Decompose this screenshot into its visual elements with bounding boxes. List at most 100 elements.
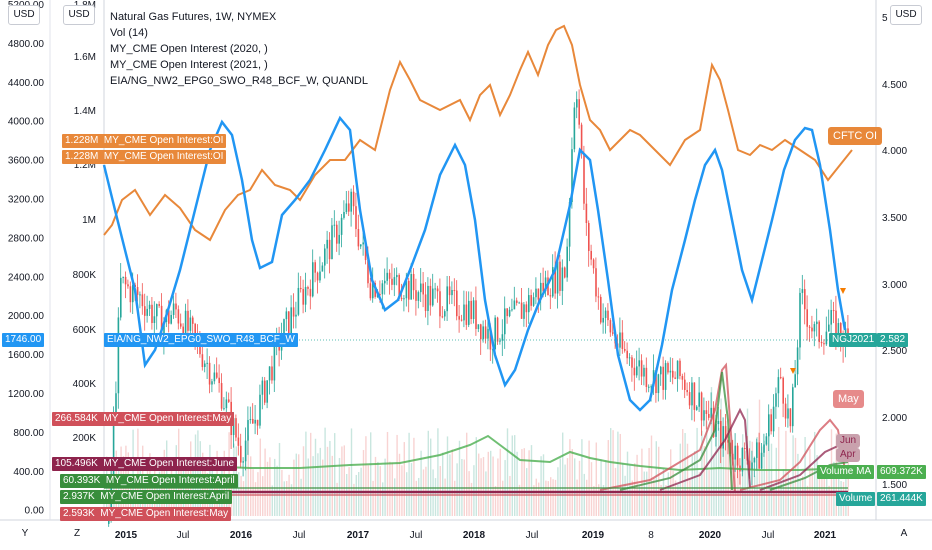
volume-bar: [698, 472, 701, 516]
price-candle-body: [484, 326, 487, 339]
price-candle-body: [837, 323, 840, 342]
price-candle-body: [172, 303, 175, 315]
volume-bar: [494, 485, 497, 516]
axis-a-button[interactable]: A: [900, 528, 908, 539]
price-candle-body: [228, 399, 230, 402]
price-candle-body: [636, 366, 638, 376]
volume-bar: [523, 448, 525, 516]
oi-line: [103, 24, 853, 242]
volume-bar: [132, 429, 134, 516]
jun-callout[interactable]: Jun: [836, 434, 861, 448]
price-candle-body: [271, 366, 273, 381]
volume-bar: [806, 485, 809, 516]
price-candle-body: [242, 461, 244, 463]
volume-bar: [329, 440, 331, 516]
april-label-2-value: 2.937K: [63, 491, 95, 502]
price-candle-body: [208, 362, 211, 385]
volume-bar: [178, 428, 180, 516]
volume-bar: [833, 461, 835, 516]
price-candle-body: [312, 262, 314, 297]
price-candle-body: [804, 289, 806, 310]
volume-bar: [533, 485, 535, 516]
price-candle-body: [247, 420, 249, 441]
left-outer-tick-label: 400.00: [13, 467, 44, 478]
cftc-oi-callout[interactable]: CFTC OI: [828, 127, 882, 145]
right-tick-label: 3.000: [882, 280, 907, 291]
volume-bar: [634, 463, 636, 516]
price-candle-body: [117, 317, 120, 394]
may-callout[interactable]: May: [833, 390, 864, 408]
volume-bar: [427, 430, 429, 516]
price-candle-body: [415, 290, 417, 301]
apr-callout[interactable]: Apr: [836, 448, 860, 462]
price-candle-body: [655, 370, 657, 394]
left-outer-tick-label: 4800.00: [8, 39, 45, 50]
x-tick-label: 2020: [699, 530, 722, 541]
volume-bar: [710, 387, 713, 516]
axis-z-button[interactable]: Z: [73, 528, 81, 539]
currency-button-left[interactable]: USD: [8, 5, 40, 25]
price-candle-body: [153, 316, 156, 324]
volume-bar: [326, 446, 329, 516]
volume-bar: [343, 445, 345, 516]
price-candle-body: [216, 372, 218, 378]
currency-button-right[interactable]: USD: [890, 5, 922, 25]
price-candle-body: [420, 283, 422, 293]
volume-bar: [398, 453, 401, 516]
volume-bar: [617, 431, 619, 516]
price-candle-body: [439, 291, 441, 317]
volume-bar: [542, 454, 545, 516]
left-outer-tick-label: 1600.00: [8, 350, 45, 361]
volume-bar: [497, 458, 499, 516]
price-candle-body: [712, 407, 715, 437]
volume-bar: [372, 480, 374, 516]
price-candle-body: [645, 367, 648, 387]
volume-bar: [754, 475, 756, 516]
volume-bar: [391, 462, 393, 516]
price-candle-body: [499, 340, 501, 342]
left-outer-tick-label: 800.00: [13, 428, 44, 439]
volume-bar: [727, 440, 729, 516]
price-candle-body: [775, 393, 777, 407]
currency-button-inner[interactable]: USD: [63, 5, 95, 25]
price-candle-body: [703, 410, 705, 421]
axis-y-button[interactable]: Y: [21, 528, 29, 539]
volume-bar: [386, 431, 389, 516]
volume-bar: [314, 438, 317, 516]
april-label-2: 2.937K MY_CME Open Interest:April: [60, 490, 233, 504]
volume-bar: [538, 482, 540, 516]
price-candle-body: [763, 444, 765, 453]
price-candle-body: [321, 265, 324, 272]
price-candle-body: [705, 410, 708, 414]
volume-bar: [137, 428, 139, 516]
volume-bar: [763, 440, 765, 516]
price-candle-body: [660, 366, 662, 375]
price-candle-body: [372, 283, 374, 299]
price-candle-body: [751, 462, 753, 470]
left-outer-tick-label: 2800.00: [8, 233, 45, 244]
price-candle-body: [182, 326, 184, 339]
price-candle-body: [794, 374, 796, 388]
price-candle-body: [813, 324, 816, 332]
volume-bar: [540, 456, 542, 516]
price-candle-body: [487, 328, 489, 339]
price-candle-body: [602, 317, 604, 323]
volume-bar: [278, 442, 281, 516]
price-candle-body: [520, 302, 523, 319]
volume-bar: [780, 482, 782, 516]
price-candle-body: [801, 289, 804, 293]
x-tick-label: 2017: [347, 530, 370, 541]
volume-bar: [377, 461, 379, 516]
price-candle-body: [768, 414, 770, 437]
volume-bar: [756, 437, 758, 516]
price-candle-body: [609, 320, 612, 333]
volume-bar: [396, 434, 398, 516]
price-candle-body: [410, 274, 412, 300]
price-candle-body: [386, 272, 388, 281]
price-candle-body: [643, 367, 645, 377]
may-label-text: MY_CME Open Interest:May: [103, 413, 232, 424]
left-inner-tick-label: 1.2M: [74, 160, 96, 171]
price-candle-body: [828, 324, 830, 332]
volume-ma-value: 609.372K: [877, 465, 926, 479]
price-candle-body: [770, 414, 772, 432]
